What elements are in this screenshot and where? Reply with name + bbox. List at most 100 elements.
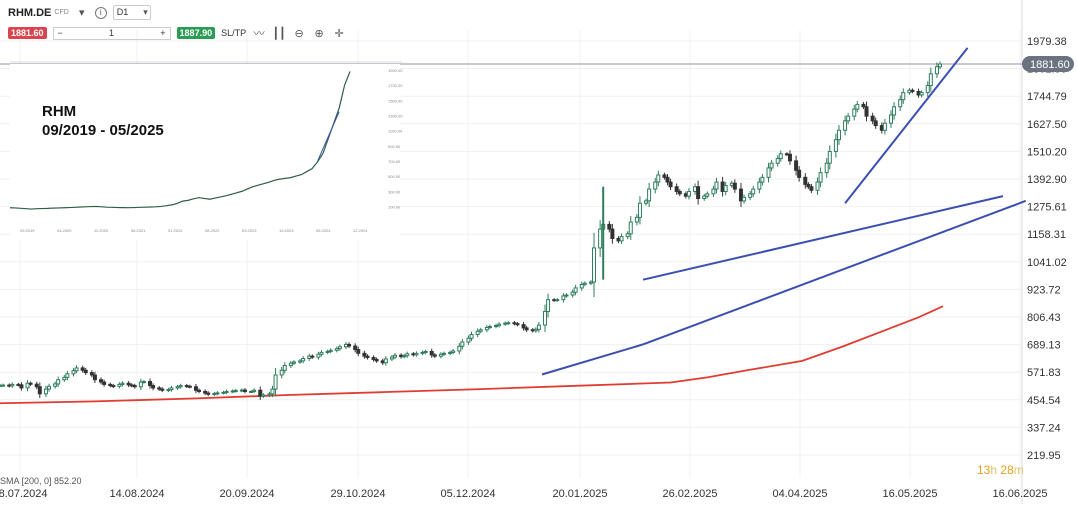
x-tick-label: 14.08.2024 xyxy=(109,488,164,500)
candle-body xyxy=(356,349,361,354)
candle-body xyxy=(784,153,789,156)
candle-body xyxy=(138,381,143,388)
candle-body xyxy=(267,393,272,396)
candle-body xyxy=(132,385,137,388)
instrument-type-label: CFD xyxy=(54,9,69,16)
candle-body xyxy=(757,181,762,190)
y-tick-label: 689.13 xyxy=(1027,340,1061,352)
candle-body xyxy=(573,287,578,293)
candle-body xyxy=(307,355,312,360)
candle-body xyxy=(662,174,667,178)
symbol-label[interactable]: RHM.DE xyxy=(8,6,52,19)
candle-body xyxy=(25,382,30,389)
candle-body xyxy=(291,361,296,364)
candle-body xyxy=(432,354,437,357)
inset-x-tick-label: 12.2024 xyxy=(353,228,368,233)
candle-body xyxy=(203,390,208,394)
candle-body xyxy=(616,238,621,242)
candle-body xyxy=(233,390,238,393)
buy-price-button[interactable]: 1887.90 xyxy=(176,27,216,39)
info-icon[interactable]: i xyxy=(94,6,107,19)
inset-y-tick-label: 1500.00 xyxy=(388,98,403,103)
trendline xyxy=(642,195,1004,281)
candle-body xyxy=(760,176,765,183)
candle-body xyxy=(273,374,278,390)
candle-body xyxy=(686,190,691,197)
candle-body xyxy=(157,387,162,390)
candle-body xyxy=(475,330,480,336)
candle-body xyxy=(683,193,688,197)
plus-icon[interactable]: + xyxy=(160,28,166,38)
candle-body xyxy=(714,181,719,190)
candle-body xyxy=(705,193,710,197)
zoom-in-icon[interactable]: ⊕ xyxy=(314,27,324,40)
inset-title-line2: 09/2019 - 05/2025 xyxy=(42,122,164,139)
minus-icon[interactable]: − xyxy=(57,28,63,38)
quantity-stepper[interactable]: − 1 + xyxy=(52,26,171,40)
candle-body xyxy=(852,108,857,117)
countdown-hours: 13 xyxy=(977,463,991,477)
candle-body xyxy=(879,125,884,131)
chart-toolbar: RHM.DE CFD ▾ i D1 1881.60 − 1 + 1887.90 … xyxy=(0,0,440,44)
candle-body xyxy=(778,153,783,160)
candle-body xyxy=(751,188,756,195)
candle-body xyxy=(441,352,446,355)
candle-body xyxy=(497,323,502,327)
candle-body xyxy=(711,188,716,195)
y-tick-label: 219.95 xyxy=(1027,450,1061,462)
candle-body xyxy=(405,353,410,357)
candle-body xyxy=(824,162,829,174)
candle-body xyxy=(653,181,658,190)
candle-body xyxy=(43,388,48,395)
quantity-value[interactable]: 1 xyxy=(109,28,115,38)
candle-body xyxy=(628,221,633,235)
candle-body xyxy=(282,365,287,371)
candle-body xyxy=(469,334,474,339)
candle-body xyxy=(732,182,737,190)
candle-body xyxy=(301,358,306,362)
y-tick-label: 1158.31 xyxy=(1027,229,1066,241)
candle-body xyxy=(674,186,679,192)
candle-body xyxy=(625,233,630,238)
candle-body xyxy=(316,353,321,358)
candle-body xyxy=(546,299,551,312)
crosshair-icon[interactable]: ✛ xyxy=(334,27,344,40)
line-chart-icon[interactable]: 〰 xyxy=(253,28,265,40)
candle-body xyxy=(319,351,324,355)
candle-body xyxy=(423,350,428,353)
candle-body xyxy=(515,323,520,326)
y-tick-label: 1041.02 xyxy=(1027,257,1067,269)
candle-body xyxy=(126,382,131,386)
candles-icon[interactable]: ┃┃ xyxy=(272,27,286,40)
trendline xyxy=(642,199,1027,346)
candle-body xyxy=(797,169,802,178)
sltp-button[interactable]: SL/TP xyxy=(221,28,247,38)
candle-body xyxy=(870,115,875,122)
candle-body xyxy=(543,310,548,326)
chevron-down-icon[interactable]: ▾ xyxy=(79,7,85,19)
sma-legend[interactable]: SMA [200, 0] 852.20 xyxy=(0,476,82,486)
candle-body xyxy=(46,385,51,390)
timeframe-select[interactable]: D1 xyxy=(112,5,151,20)
candle-body xyxy=(117,383,122,387)
candle-body xyxy=(334,348,339,351)
sma-200-line xyxy=(0,305,944,405)
zoom-out-icon[interactable]: ⊖ xyxy=(294,27,304,40)
x-tick-label: 26.02.2025 xyxy=(662,488,717,500)
candle-body xyxy=(389,356,394,360)
candle-body xyxy=(120,382,125,385)
candle-body xyxy=(818,172,823,183)
candle-body xyxy=(74,367,79,372)
inset-y-tick-label: 1900.00 xyxy=(388,68,403,73)
candle-body xyxy=(723,185,728,192)
candle-body xyxy=(861,103,866,108)
candle-body xyxy=(215,392,220,395)
candle-body xyxy=(806,183,811,188)
sell-price-button[interactable]: 1881.60 xyxy=(8,27,47,39)
candle-body xyxy=(108,383,113,387)
inset-y-tick-label: 300.00 xyxy=(388,189,401,194)
candle-body xyxy=(10,383,15,387)
candle-body xyxy=(402,355,407,358)
